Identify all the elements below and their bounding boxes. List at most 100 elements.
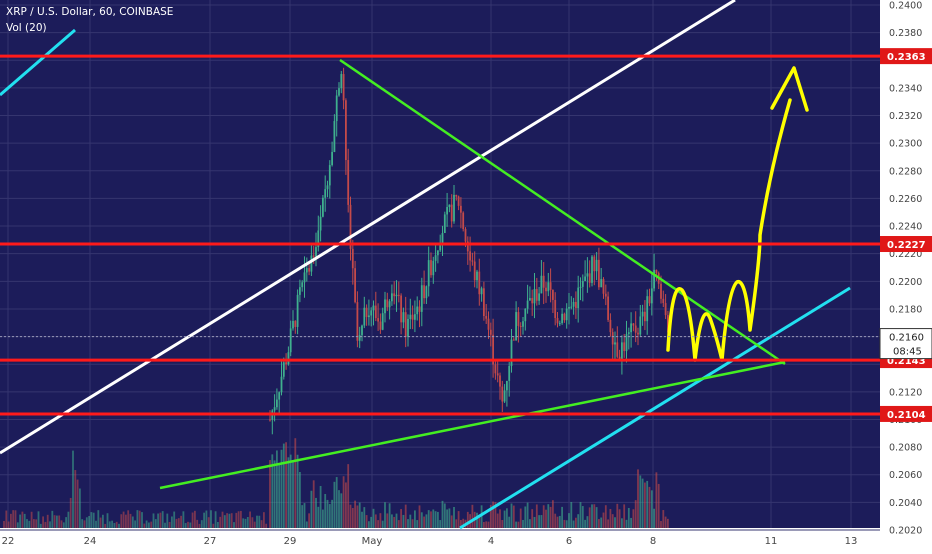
price-levels (0, 54, 880, 416)
volume-bar (575, 517, 577, 528)
candle-body (637, 332, 639, 335)
price-level-tags: 0.2363 0.2227 0.2143 0.2104 0.2160 08:45 (879, 48, 932, 422)
volume-bar (21, 511, 24, 528)
volume-bar (292, 460, 294, 528)
volume-bar (83, 520, 86, 528)
volume-bar (203, 512, 205, 528)
volume-bar (99, 517, 102, 528)
volume-bar (237, 511, 240, 528)
current-price-tag (879, 328, 932, 360)
volume-bar (568, 513, 570, 528)
candle-body (282, 362, 285, 377)
candle-body (533, 289, 536, 304)
volume-bar (572, 520, 575, 528)
volume-bar (432, 509, 435, 528)
candle-body (370, 310, 373, 316)
candle-body (368, 315, 370, 318)
projected-path (666, 98, 792, 362)
volume-bar (251, 517, 254, 528)
volume-bar (611, 514, 614, 528)
candle-body (446, 207, 448, 215)
volume-bar (453, 507, 455, 528)
volume-bar (600, 517, 603, 528)
price-tick-label: 0.2220 (889, 249, 922, 260)
candle-body (441, 233, 444, 245)
volume-bar (182, 511, 185, 528)
volume-bar (370, 516, 373, 528)
candle-body (379, 321, 382, 330)
volume-bar (194, 510, 196, 528)
volume-bar (446, 509, 448, 528)
candle-body (434, 255, 437, 261)
volume-bar (506, 508, 508, 528)
volume-bar (404, 504, 407, 528)
candle-body (335, 95, 338, 122)
candle-body (524, 308, 527, 322)
candle-body (420, 285, 423, 312)
bar-countdown-label: 08:45 (893, 347, 922, 358)
volume-bar (253, 521, 256, 528)
volume-bar (354, 500, 356, 528)
time-tick-label: 4 (488, 536, 494, 547)
volume-bar (102, 514, 104, 528)
volume-bar (418, 505, 421, 528)
volume-bar (154, 519, 157, 528)
volume-bar (614, 517, 616, 528)
grid-lines (0, 0, 880, 531)
volume-bar (115, 521, 118, 528)
candle-body (519, 325, 522, 327)
candle-body (503, 390, 506, 402)
candle-body (407, 318, 409, 337)
volume-bar (386, 513, 389, 528)
volume-bar (361, 511, 363, 528)
price-tick-label: 0.2020 (889, 526, 922, 537)
candle-body (384, 299, 386, 314)
volume-bar (134, 520, 136, 528)
volume-bar (324, 493, 327, 528)
candle-body (345, 100, 347, 161)
volume-bar (427, 510, 430, 528)
volume-bar (76, 479, 79, 528)
volume-bar (294, 438, 297, 528)
candle-body (517, 312, 520, 326)
candle-body (616, 342, 619, 357)
volume-bar (289, 454, 292, 528)
candle-body (466, 241, 469, 252)
volume-bar (280, 449, 283, 528)
volume-bar (39, 523, 42, 528)
time-axis-background (0, 528, 880, 550)
volume-bar (650, 490, 653, 528)
candle-body (630, 323, 632, 333)
volume-bar (639, 475, 642, 528)
volume-bars (3, 438, 669, 528)
volume-bar (430, 511, 432, 528)
candle-body (476, 271, 478, 281)
candle-body (563, 313, 566, 321)
volume-bar (81, 519, 84, 528)
time-tick-label: 22 (2, 536, 15, 547)
volume-bar (240, 510, 242, 528)
volume-bar (508, 516, 511, 528)
volume-bar (602, 512, 605, 528)
descending-trendline (339, 58, 786, 366)
candle-body (469, 251, 471, 261)
candle-body (285, 362, 287, 365)
volume-bar (648, 486, 651, 528)
candle-body (632, 323, 635, 326)
volume-bar (395, 513, 398, 528)
volume-bar (462, 518, 465, 528)
volume-bar (28, 520, 31, 528)
candle-body (356, 302, 359, 341)
volume-bar (512, 505, 515, 528)
current-price-label: 0.2160 (889, 333, 924, 344)
volume-bar (310, 490, 313, 528)
volume-bar (58, 515, 61, 528)
price-tick-label: 0.2340 (889, 83, 922, 94)
volume-bar (667, 518, 669, 528)
candle-body (593, 256, 596, 272)
volume-bar (49, 521, 51, 528)
candle-body (391, 293, 393, 302)
volume-bar (303, 503, 306, 528)
volume-bar (223, 515, 226, 528)
